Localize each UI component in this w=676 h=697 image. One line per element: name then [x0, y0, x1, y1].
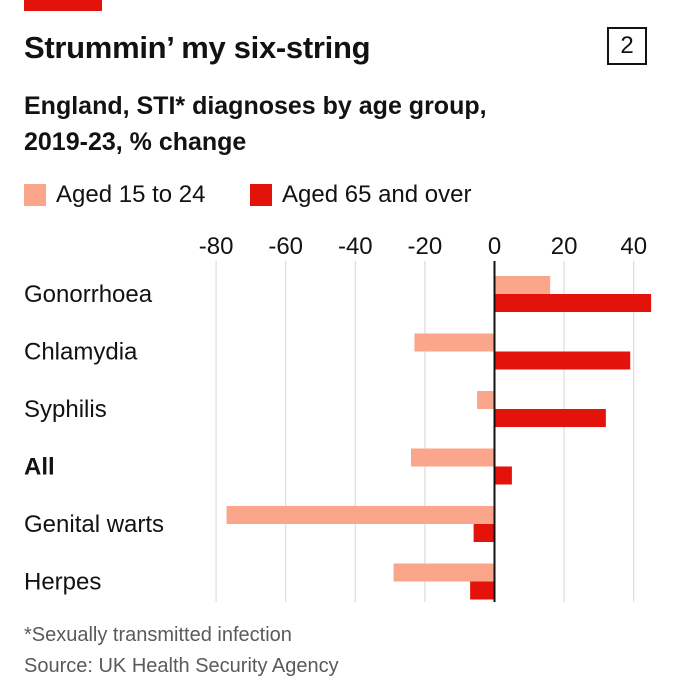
- bar-aged-15-24: [414, 333, 495, 352]
- bar-aged-65-over: [494, 409, 606, 427]
- bar-aged-15-24: [226, 506, 495, 524]
- accent-tab: [24, 0, 102, 11]
- legend-label-young: Aged 15 to 24: [56, 181, 206, 208]
- bar-aged-15-24: [477, 391, 495, 409]
- chart-number-badge: 2: [607, 27, 647, 65]
- category-label: Syphilis: [24, 396, 107, 423]
- chart-subtitle: England, STI* diagnoses by age group, 20…: [24, 88, 584, 160]
- x-tick-label: -20: [408, 233, 443, 260]
- source-note: Source: UK Health Security Agency: [24, 655, 339, 677]
- legend-label-old: Aged 65 and over: [282, 181, 472, 208]
- legend-item-young: Aged 15 to 24: [24, 181, 205, 209]
- bar-aged-15-24: [410, 448, 495, 467]
- legend-swatch-old: [250, 184, 272, 206]
- bar-aged-15-24: [393, 563, 495, 582]
- category-label: Gonorrhoea: [24, 281, 153, 308]
- subtitle-line-2: 2019-23, % change: [24, 128, 247, 156]
- bar-aged-65-over: [473, 524, 495, 542]
- category-label: Chlamydia: [24, 339, 138, 366]
- category-label: Genital warts: [24, 511, 164, 538]
- bar-aged-15-24: [494, 276, 551, 294]
- x-tick-label: 40: [620, 233, 647, 260]
- x-tick-label: -40: [338, 233, 373, 260]
- x-tick-label: 20: [551, 233, 578, 260]
- x-tick-label: 0: [488, 233, 501, 260]
- subtitle-line-1: England, STI* diagnoses by age group,: [24, 92, 487, 120]
- x-tick-label: -80: [199, 233, 234, 260]
- category-label: All: [24, 454, 55, 481]
- legend-swatch-young: [24, 184, 46, 206]
- bar-aged-65-over: [494, 351, 631, 370]
- footnote: *Sexually transmitted infection: [24, 624, 292, 646]
- bar-aged-65-over: [470, 581, 495, 600]
- chart-title: Strummin’ my six-string: [24, 30, 371, 65]
- legend-item-old: Aged 65 and over: [250, 181, 471, 209]
- x-tick-label: -60: [268, 233, 303, 260]
- bar-aged-65-over: [494, 294, 652, 312]
- bar-aged-65-over: [494, 466, 512, 485]
- category-label: Herpes: [24, 569, 101, 596]
- bar-chart: -80 -60 -40 -20 0 20 40 Gonorrhoea Chlamydia Syph…: [24, 233, 652, 602]
